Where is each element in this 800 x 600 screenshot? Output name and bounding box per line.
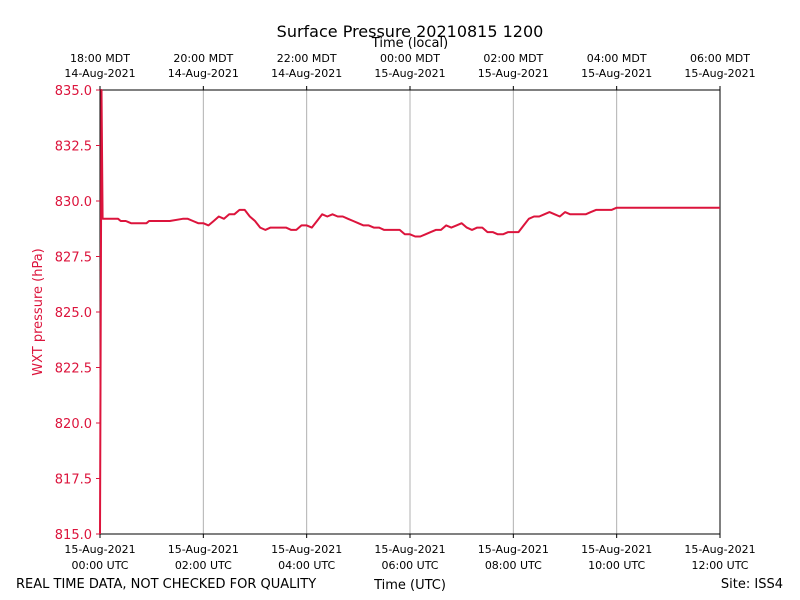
x-tick-label-time: 00:00 UTC	[71, 559, 128, 572]
top-x-tick-label-time: 22:00 MDT	[277, 52, 337, 65]
x-tick-label-time: 06:00 UTC	[381, 559, 438, 572]
footer-site: Site: ISS4	[721, 577, 783, 592]
y-tick-label: 827.5	[55, 251, 92, 266]
x-tick-label-date: 15-Aug-2021	[271, 543, 342, 556]
top-x-tick-label-time: 06:00 MDT	[690, 52, 750, 65]
top-x-tick-label-date: 14-Aug-2021	[64, 67, 135, 80]
top-axis-label: Time (local)	[371, 36, 448, 51]
top-x-tick-label-time: 00:00 MDT	[380, 52, 440, 65]
x-tick-label-time: 12:00 UTC	[691, 559, 748, 572]
x-tick-label-date: 15-Aug-2021	[168, 543, 239, 556]
x-tick-label-time: 02:00 UTC	[175, 559, 232, 572]
top-x-axis-ticks: 18:00 MDT 14-Aug-2021 20:00 MDT 14-Aug-2021…	[64, 52, 756, 90]
x-tick-label-time: 04:00 UTC	[278, 559, 335, 572]
y-tick-label: 835.0	[55, 84, 92, 99]
y-tick-label: 830.0	[55, 195, 92, 210]
top-x-tick-label-date: 14-Aug-2021	[271, 67, 342, 80]
y-tick-label: 817.5	[55, 473, 92, 488]
y-axis-label: WXT pressure (hPa)	[31, 248, 46, 376]
top-x-tick-label-date: 15-Aug-2021	[581, 67, 652, 80]
top-x-tick-label-date: 15-Aug-2021	[684, 67, 755, 80]
x-tick-label-time: 10:00 UTC	[588, 559, 645, 572]
pressure-series	[99, 89, 720, 535]
y-axis-ticks: 815.0 817.5 820.0 822.5 825.0 827.5 830.0 832.5…	[55, 84, 100, 543]
x-tick-label-time: 08:00 UTC	[485, 559, 542, 572]
top-x-tick-label-time: 18:00 MDT	[70, 52, 130, 65]
x-tick-label-date: 15-Aug-2021	[581, 543, 652, 556]
top-x-tick-label-date: 15-Aug-2021	[374, 67, 445, 80]
x-axis-label: Time (UTC)	[373, 578, 446, 593]
y-tick-label: 825.0	[55, 306, 92, 321]
top-x-tick-label-time: 04:00 MDT	[587, 52, 647, 65]
x-tick-label-date: 15-Aug-2021	[478, 543, 549, 556]
top-x-tick-label-date: 15-Aug-2021	[478, 67, 549, 80]
grid-lines	[202, 90, 618, 534]
y-tick-label: 815.0	[55, 528, 92, 543]
top-x-tick-label-date: 14-Aug-2021	[168, 67, 239, 80]
y-tick-label: 832.5	[55, 140, 92, 155]
chart-title: Surface Pressure 20210815 1200	[277, 22, 544, 41]
y-tick-label: 820.0	[55, 417, 92, 432]
x-tick-label-date: 15-Aug-2021	[684, 543, 755, 556]
top-x-tick-label-time: 02:00 MDT	[483, 52, 543, 65]
y-tick-label: 822.5	[55, 362, 92, 377]
x-tick-label-date: 15-Aug-2021	[64, 543, 135, 556]
top-x-tick-label-time: 20:00 MDT	[173, 52, 233, 65]
bottom-x-axis-ticks: 15-Aug-2021 00:00 UTC 15-Aug-2021 02:00 UTC…	[64, 534, 756, 572]
pressure-line	[99, 89, 720, 535]
footer-quality-note: REAL TIME DATA, NOT CHECKED FOR QUALITY	[16, 577, 316, 592]
x-tick-label-date: 15-Aug-2021	[374, 543, 445, 556]
